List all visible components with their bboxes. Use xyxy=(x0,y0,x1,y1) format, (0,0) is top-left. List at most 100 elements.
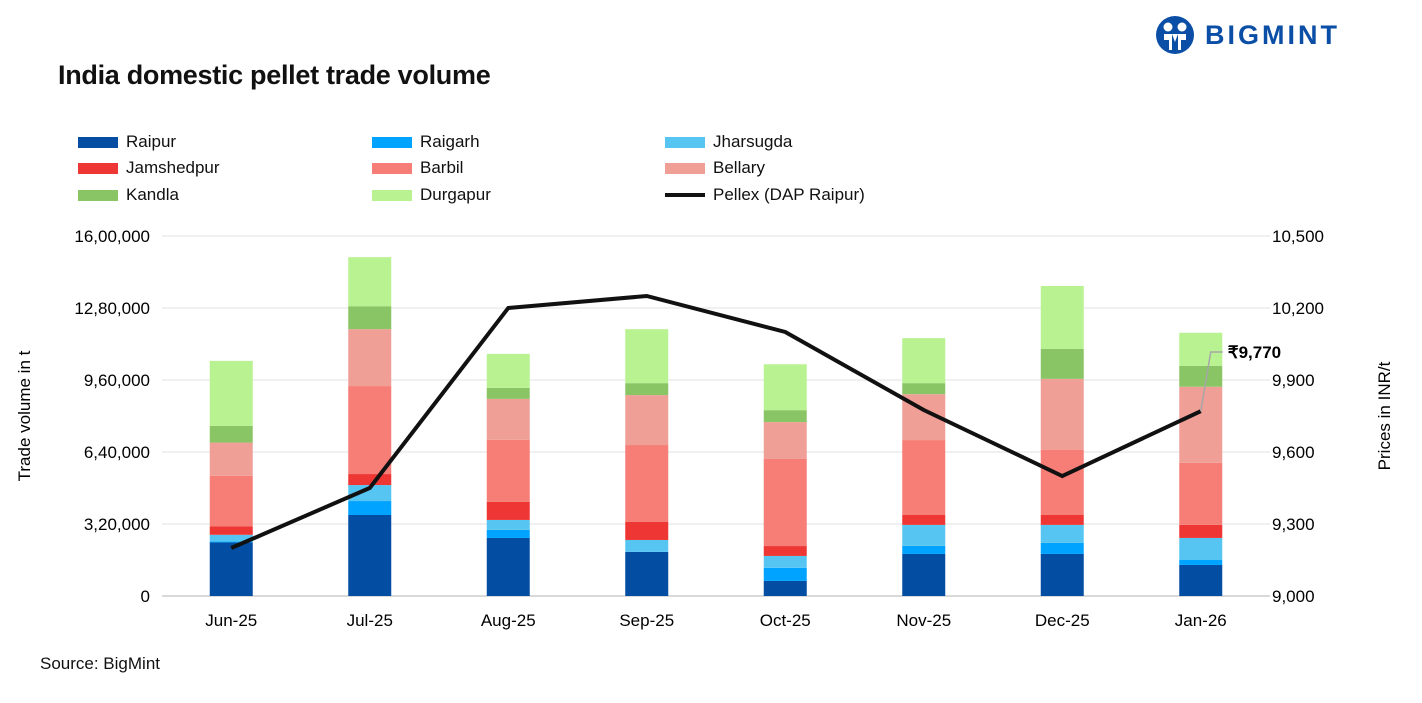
bar-segment-jharsugda xyxy=(1179,537,1223,560)
bar-segment-jamshedpur xyxy=(348,474,392,486)
legend-swatch xyxy=(665,193,705,197)
annotation-label: ₹9,770 xyxy=(1228,343,1281,362)
bar-segment-kandla xyxy=(348,306,392,330)
bar-segment-raipur xyxy=(625,551,669,596)
bar-segment-raigarh xyxy=(763,567,807,581)
bar-segment-jamshedpur xyxy=(763,546,807,556)
bar-segment-jharsugda xyxy=(625,539,669,552)
y-tick-label: 16,00,000 xyxy=(74,227,150,246)
legend-item: Durgapur xyxy=(372,185,491,205)
annotation-leader xyxy=(1200,351,1223,412)
bar-segment-durgapur xyxy=(486,353,530,388)
bar-segment-kandla xyxy=(209,425,253,443)
bar-segment-bellary xyxy=(209,442,253,476)
bar-segment-jamshedpur xyxy=(902,515,946,525)
legend-item: Raigarh xyxy=(372,132,480,152)
bar-segment-jamshedpur xyxy=(625,521,669,540)
legend-item: Kandla xyxy=(78,185,179,205)
bar-segment-raipur xyxy=(763,580,807,596)
bar-segment-kandla xyxy=(486,387,530,399)
bar-segment-durgapur xyxy=(763,364,807,411)
bar-segment-raipur xyxy=(1040,553,1084,596)
bigmint-logo: BIGMINT xyxy=(1155,15,1340,55)
legend-label: Jamshedpur xyxy=(126,158,220,177)
bar-segment-jharsugda xyxy=(1040,524,1084,543)
bar-segment-raigarh xyxy=(902,545,946,554)
x-tick-label: Oct-25 xyxy=(760,611,811,630)
legend-swatch xyxy=(372,189,412,201)
bar-segment-raipur xyxy=(902,553,946,596)
x-tick-label: Jan-26 xyxy=(1175,611,1227,630)
bar-segment-barbil xyxy=(763,458,807,547)
bar-segment-jharsugda xyxy=(348,485,392,502)
y-axis-label: Trade volume in t xyxy=(15,350,34,481)
logo-icon xyxy=(1156,16,1194,54)
legend-swatch xyxy=(78,162,118,174)
legend-label: Kandla xyxy=(126,185,179,204)
bar-segment-raigarh xyxy=(1040,542,1084,554)
bar-segment-durgapur xyxy=(625,329,669,384)
y2-tick-label: 10,200 xyxy=(1272,299,1324,318)
y-tick-label: 12,80,000 xyxy=(74,299,150,318)
legend-item: Barbil xyxy=(372,158,463,178)
legend-label: Jharsugda xyxy=(713,132,793,151)
y-tick-label: 6,40,000 xyxy=(84,443,150,462)
y2-tick-label: 9,300 xyxy=(1272,515,1315,534)
legend-label: Raipur xyxy=(126,132,177,151)
logo-text: BIGMINT xyxy=(1205,19,1340,50)
bar-segment-kandla xyxy=(625,383,669,396)
bar-segment-raigarh xyxy=(209,541,253,543)
legend-item: Pellex (DAP Raipur) xyxy=(665,185,865,205)
legend-swatch xyxy=(78,136,118,148)
bar-segment-jharsugda xyxy=(209,534,253,542)
bar-segment-barbil xyxy=(209,475,253,527)
x-tick-label: Sep-25 xyxy=(619,611,674,630)
x-tick-label: Nov-25 xyxy=(896,611,951,630)
y-tick-label: 0 xyxy=(141,587,150,606)
source-note: Source: BigMint xyxy=(40,654,160,673)
legend-label: Durgapur xyxy=(420,185,491,204)
bar-segment-barbil xyxy=(348,386,392,475)
bar-segment-barbil xyxy=(1179,462,1223,525)
bar-segment-kandla xyxy=(763,410,807,423)
legend-item: Jamshedpur xyxy=(78,158,220,178)
y-tick-label: 3,20,000 xyxy=(84,515,150,534)
bar-segment-bellary xyxy=(1179,386,1223,463)
x-tick-label: Dec-25 xyxy=(1035,611,1090,630)
legend-label: Pellex (DAP Raipur) xyxy=(713,185,865,204)
legend-swatch xyxy=(372,136,412,148)
bar-segment-durgapur xyxy=(348,257,392,307)
bar-segment-bellary xyxy=(763,422,807,459)
bar-segment-jharsugda xyxy=(486,519,530,530)
bar-segment-bellary xyxy=(348,329,392,387)
bar-segment-durgapur xyxy=(902,338,946,384)
bar-segment-jamshedpur xyxy=(1040,515,1084,525)
y2-tick-label: 9,900 xyxy=(1272,371,1315,390)
bar-segment-bellary xyxy=(625,395,669,446)
pellex-line xyxy=(230,293,1202,550)
bar-segment-jamshedpur xyxy=(1179,524,1223,538)
y2-tick-label: 9,000 xyxy=(1272,587,1315,606)
bar-segment-bellary xyxy=(486,398,530,440)
bar-segment-barbil xyxy=(902,440,946,515)
bar-segment-raipur xyxy=(486,537,530,596)
bar-segment-raipur xyxy=(348,515,392,596)
bar-segment-raigarh xyxy=(348,501,392,515)
bar-segment-kandla xyxy=(1040,348,1084,379)
bar-segment-durgapur xyxy=(209,360,253,426)
legend-item: Raipur xyxy=(78,132,176,152)
bar-segment-raipur xyxy=(209,542,253,596)
bar-segment-jharsugda xyxy=(763,555,807,568)
legend-swatch xyxy=(665,136,705,148)
y2-axis-label: Prices in INR/t xyxy=(1375,361,1394,470)
bar-segment-durgapur xyxy=(1040,285,1084,349)
bar-segment-barbil xyxy=(1040,449,1084,515)
legend-label: Barbil xyxy=(420,158,464,177)
legend-swatch xyxy=(78,189,118,201)
bar-segment-raigarh xyxy=(486,529,530,538)
legend-label: Bellary xyxy=(713,158,765,177)
legend-label: Raigarh xyxy=(420,132,480,151)
bar-segment-jamshedpur xyxy=(486,501,530,520)
y2-tick-label: 9,600 xyxy=(1272,443,1315,462)
